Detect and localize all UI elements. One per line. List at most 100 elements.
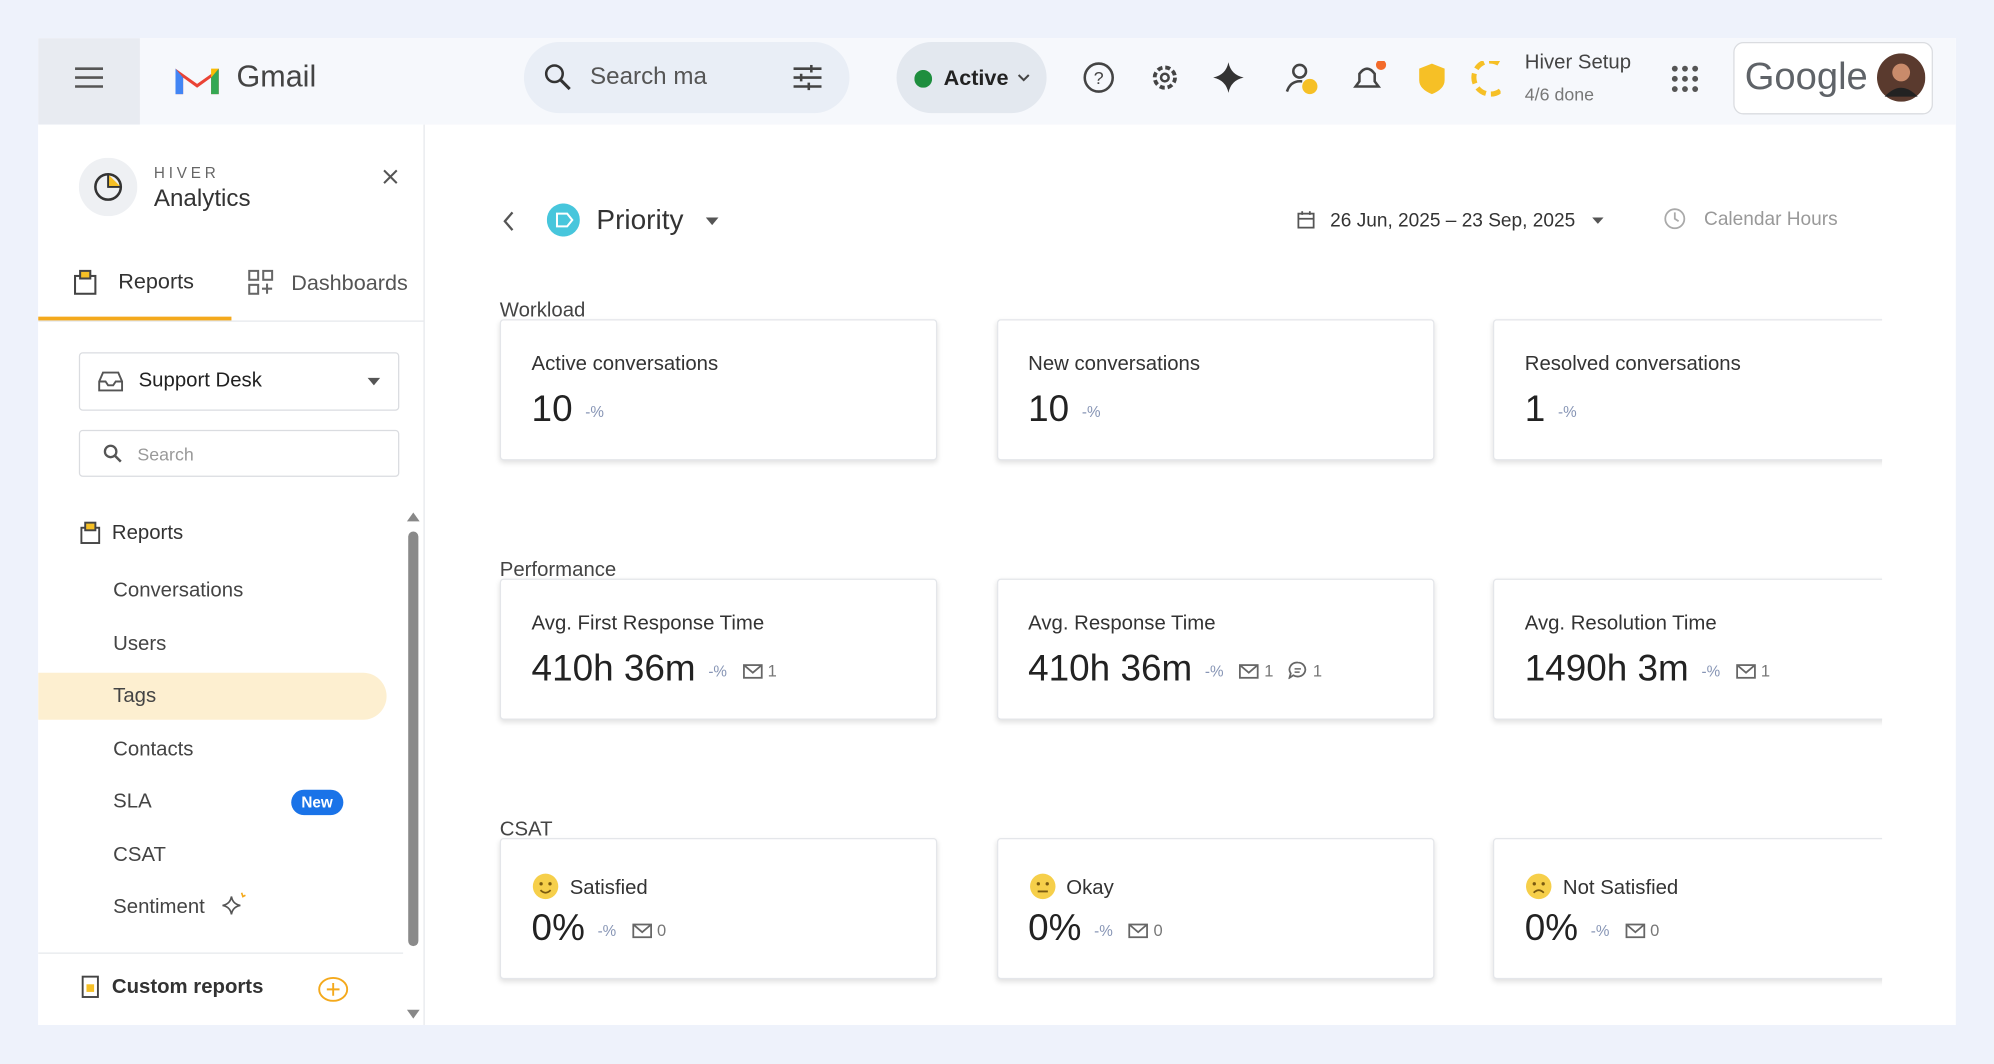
email-count-wrap: 0 (1113, 908, 1163, 949)
search-icon (103, 444, 122, 463)
change: -% (597, 921, 617, 940)
account-brand: Google (1744, 55, 1868, 98)
card-title: Not Satisfied (1525, 872, 1678, 900)
sidebar-search[interactable]: Search (78, 429, 400, 477)
card-value: 410h 36m -% 1 (532, 649, 777, 691)
custom-reports[interactable]: Custom reports (111, 976, 264, 999)
report-item[interactable]: Tags (113, 685, 157, 708)
metric-card[interactable]: New conversations 10 -% (996, 319, 1434, 461)
card-title: Active conversations (532, 354, 719, 377)
email-count-wrap: 0 (616, 908, 666, 949)
report-item[interactable]: SLA (113, 790, 152, 813)
metric-card[interactable]: Satisfied 0% -% 0 (499, 838, 938, 980)
mail-icon (1239, 664, 1259, 679)
dropdown-caret (367, 377, 381, 386)
card-title: Resolved conversations (1525, 354, 1741, 377)
status-pill[interactable]: Active (896, 41, 1047, 114)
comment-count: 1 (1312, 661, 1323, 681)
metric-card[interactable]: Resolved conversations 1 -% (1492, 319, 1883, 461)
tag-icon (546, 203, 580, 237)
section-title: Reports (111, 522, 184, 545)
card-title-text: Avg. First Response Time (531, 612, 765, 635)
report-item[interactable]: CSAT (113, 843, 166, 866)
report-item[interactable]: Sentiment (113, 896, 205, 919)
avatar (1876, 53, 1926, 102)
card-title-text: Okay (1066, 877, 1114, 900)
metric-card[interactable]: Avg. Resolution Time 1490h 3m -% 1 (1492, 578, 1883, 720)
email-count-wrap: 0 (1609, 908, 1659, 949)
app-name: Gmail (236, 59, 317, 95)
apps-icon[interactable] (1671, 65, 1699, 93)
account-box[interactable]: Google (1733, 41, 1933, 115)
mail-icon (631, 923, 652, 939)
search-placeholder: Search ma (590, 63, 707, 91)
chevron (1017, 74, 1030, 82)
email-count-wrap: 1 (727, 649, 777, 690)
metric-value: 1 (1524, 389, 1546, 430)
date-range[interactable]: 26 Jun, 2025 – 23 Sep, 2025 (1330, 209, 1576, 232)
calendar-icon (1297, 211, 1315, 229)
sparkle-icon (221, 891, 246, 923)
tab-dashboards[interactable]: Dashboards (291, 270, 408, 296)
reports-tab-icon (74, 269, 97, 295)
gmail-logo (175, 68, 219, 95)
inbox-name: Support Desk (138, 370, 262, 392)
card-value: 0% -% 0 (532, 908, 667, 950)
add-button[interactable] (318, 976, 349, 1002)
menu-button[interactable] (38, 38, 140, 125)
change: -% (1557, 403, 1577, 421)
search-box[interactable]: Search ma (523, 41, 850, 114)
section-title: CSAT (499, 818, 553, 841)
card-title: Avg. Response Time (1028, 613, 1215, 636)
report-item[interactable]: Conversations (113, 579, 244, 602)
hours-mode[interactable]: Calendar Hours (1704, 208, 1838, 231)
card-value: 0% -% 0 (1525, 908, 1660, 950)
metric-value: 0% (1028, 907, 1082, 949)
mail-icon (742, 664, 763, 679)
metric-card[interactable]: Avg. First Response Time 410h 36m -% 1 (499, 578, 938, 720)
card-title: Avg. Resolution Time (1525, 613, 1717, 636)
card-title-text: New conversations (1028, 353, 1201, 376)
menu-icon (75, 67, 104, 88)
close-button[interactable] (383, 169, 398, 184)
metric-value: 10 (1028, 389, 1070, 430)
title-caret[interactable] (705, 217, 719, 226)
selected-highlight (38, 672, 387, 720)
email-count: 0 (656, 920, 667, 940)
metric-card[interactable]: Not Satisfied 0% -% 0 (1492, 838, 1883, 980)
email-count: 1 (1264, 661, 1274, 681)
metric-card[interactable]: Okay 0% -% 0 (996, 838, 1434, 980)
metric-card[interactable]: Avg. Response Time 410h 36m -% 1 1 (996, 578, 1434, 720)
report-item[interactable]: Users (113, 632, 167, 655)
tab-reports[interactable]: Reports (118, 269, 194, 294)
card-title: New conversations (1028, 354, 1200, 377)
mail-icon (1625, 923, 1645, 939)
change: -% (1590, 921, 1610, 940)
mood-icon (1526, 873, 1552, 900)
scrollbar[interactable] (404, 509, 422, 1025)
metric-value: 10 (531, 389, 573, 430)
email-count: 1 (767, 661, 777, 681)
status-label: Active (943, 66, 1009, 91)
filter-icon (793, 64, 822, 91)
sidebar: HIVER Analytics Reports Dashboards Suppo… (38, 124, 425, 1025)
report-item[interactable]: Contacts (113, 738, 194, 760)
analytics-logo (78, 157, 138, 217)
card-value: 10 -% (1028, 389, 1100, 431)
tab-divider (38, 320, 424, 322)
email-count-wrap: 1 (1720, 649, 1770, 690)
email-count: 0 (1650, 920, 1660, 940)
inbox-select[interactable]: Support Desk (78, 352, 400, 411)
back-button[interactable] (502, 211, 515, 231)
mood-icon (1029, 873, 1055, 900)
svg-text:?: ? (1094, 68, 1104, 88)
sections: Workload Active conversations 10 -% New conv… (425, 125, 1883, 1025)
inbox-icon (98, 371, 124, 392)
metric-card[interactable]: Active conversations 10 -% (499, 319, 938, 461)
section-title: Performance (499, 559, 617, 582)
card-title: Satisfied (532, 872, 648, 900)
toolbar-icons[interactable]: ? (1081, 61, 1501, 99)
custom-reports-icon (81, 975, 99, 998)
metric-value: 1490h 3m (1524, 648, 1689, 690)
